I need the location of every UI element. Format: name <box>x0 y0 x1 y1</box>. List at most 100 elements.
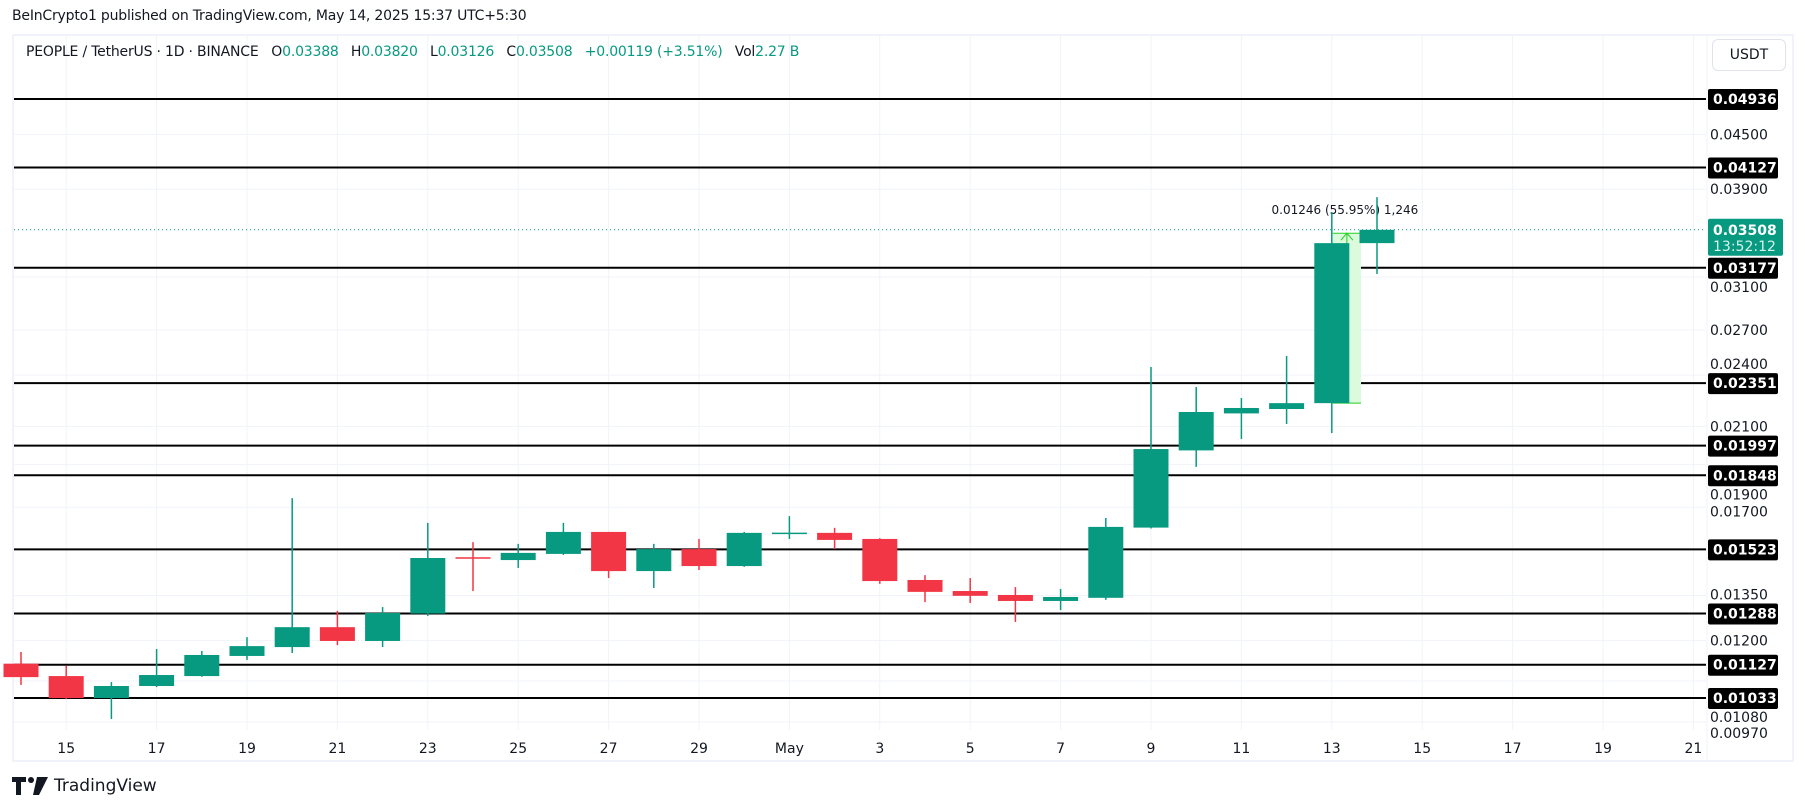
level-label-box <box>1708 465 1778 487</box>
level-label: 0.03177 <box>1713 261 1777 277</box>
candle <box>410 522 446 616</box>
tradingview-logo[interactable]: TradingView <box>12 776 157 796</box>
candle-body <box>1269 403 1305 410</box>
y-tick-label: 0.01080 <box>1710 710 1768 726</box>
x-tick-label: 7 <box>1056 741 1065 757</box>
level-label: 0.01127 <box>1713 658 1777 674</box>
candle-body <box>1314 243 1350 404</box>
candle <box>139 649 175 688</box>
candle-body <box>93 686 129 699</box>
last-price-label: 0.03508 <box>1713 223 1777 239</box>
candle <box>1314 211 1350 433</box>
candle <box>997 587 1033 622</box>
candle <box>726 531 762 567</box>
candle <box>48 665 84 700</box>
high-value: 0.03820 <box>361 44 418 60</box>
level-label-box <box>1708 373 1778 395</box>
x-tick-label: May <box>775 741 804 757</box>
candle <box>1269 356 1305 424</box>
x-tick-label: 15 <box>57 741 75 757</box>
close-value: 0.03508 <box>515 44 573 60</box>
candle-body <box>1178 411 1214 451</box>
candle-body <box>410 558 446 614</box>
candle-body <box>545 531 581 554</box>
symbol-info[interactable]: PEOPLE / TetherUS · 1D · BINANCE <box>26 44 259 60</box>
level-label: 0.04127 <box>1713 161 1777 177</box>
level-label: 0.01997 <box>1713 439 1777 455</box>
candle-body <box>229 646 265 656</box>
x-tick-label: 13 <box>1323 741 1341 757</box>
candle <box>455 542 491 592</box>
candle <box>3 651 39 685</box>
candle <box>952 578 988 603</box>
level-label: 0.01848 <box>1713 468 1777 484</box>
tradingview-wordmark: TradingView <box>54 776 157 796</box>
change-value: +0.00119 (+3.51%) <box>584 44 723 60</box>
level-label-box <box>1708 157 1778 179</box>
candle <box>862 538 898 584</box>
candle-body <box>726 532 762 567</box>
candle-body <box>862 538 898 582</box>
candle <box>771 516 807 539</box>
candle-body <box>591 531 627 572</box>
time-axis: 15 17 19 21 23 25 27 29 May 3 5 7 9 11 13 15 17 19 21 <box>57 741 1702 757</box>
high-label: H <box>350 44 362 60</box>
candle <box>817 527 853 550</box>
candle <box>636 543 672 588</box>
last-price-box <box>1708 218 1783 256</box>
ohlc-legend: PEOPLE / TetherUS · 1D · BINANCE O0.0338… <box>26 44 807 60</box>
close-label: C <box>506 44 516 60</box>
candle-body <box>952 591 988 596</box>
candle-body <box>1088 526 1124 598</box>
candle <box>681 538 717 571</box>
y-tick-label: 0.03100 <box>1710 280 1768 296</box>
x-tick-label: 27 <box>600 741 618 757</box>
candle-body <box>455 557 491 559</box>
candle-body <box>1043 596 1079 601</box>
level-label-box <box>1708 603 1778 625</box>
candle <box>184 651 220 677</box>
countdown-label: 13:52:12 <box>1713 239 1776 255</box>
candle <box>319 610 355 646</box>
y-tick-label: 0.01900 <box>1710 488 1768 504</box>
candle <box>907 575 943 603</box>
grid <box>14 36 1708 762</box>
currency-button[interactable]: USDT <box>1712 39 1786 71</box>
chart-frame <box>12 34 1794 762</box>
y-tick-label: 0.00970 <box>1710 726 1768 742</box>
candle-body <box>139 675 175 687</box>
x-tick-label: 3 <box>875 741 884 757</box>
candle <box>1043 589 1079 610</box>
y-tick-label: 0.02400 <box>1710 357 1768 373</box>
tradingview-logo-icon <box>12 777 48 795</box>
candle-body <box>1133 449 1169 528</box>
x-tick-label: 23 <box>419 741 437 757</box>
x-tick-label: 19 <box>238 741 256 757</box>
candle <box>229 637 265 660</box>
y-tick-label: 0.02100 <box>1710 419 1768 435</box>
y-tick-label: 0.01350 <box>1710 588 1768 604</box>
x-tick-label: 17 <box>148 741 166 757</box>
level-label: 0.01523 <box>1713 542 1777 558</box>
x-tick-label: 29 <box>690 741 708 757</box>
candle-body <box>1359 229 1395 244</box>
y-tick-label: 0.03900 <box>1710 182 1768 198</box>
candle-body <box>1223 407 1259 414</box>
horizontal-levels <box>14 98 1706 700</box>
level-label: 0.04936 <box>1713 92 1777 108</box>
candle <box>591 531 627 579</box>
candle-body <box>997 594 1033 601</box>
level-label-box <box>1708 539 1778 561</box>
x-tick-label: 15 <box>1413 741 1431 757</box>
open-value: 0.03388 <box>282 44 339 60</box>
volume-value: 2.27 B <box>755 44 800 60</box>
open-label: O <box>271 44 283 60</box>
candle <box>500 543 536 568</box>
y-tick-label: 0.01200 <box>1710 634 1768 650</box>
candle-body <box>500 552 536 561</box>
candle-body <box>817 532 853 540</box>
price-axis: 0.04500 0.03900 0.03100 0.02700 0.02400 0.021… <box>1708 89 1783 742</box>
x-tick-label: 19 <box>1594 741 1612 757</box>
x-tick-label: 21 <box>1684 741 1702 757</box>
